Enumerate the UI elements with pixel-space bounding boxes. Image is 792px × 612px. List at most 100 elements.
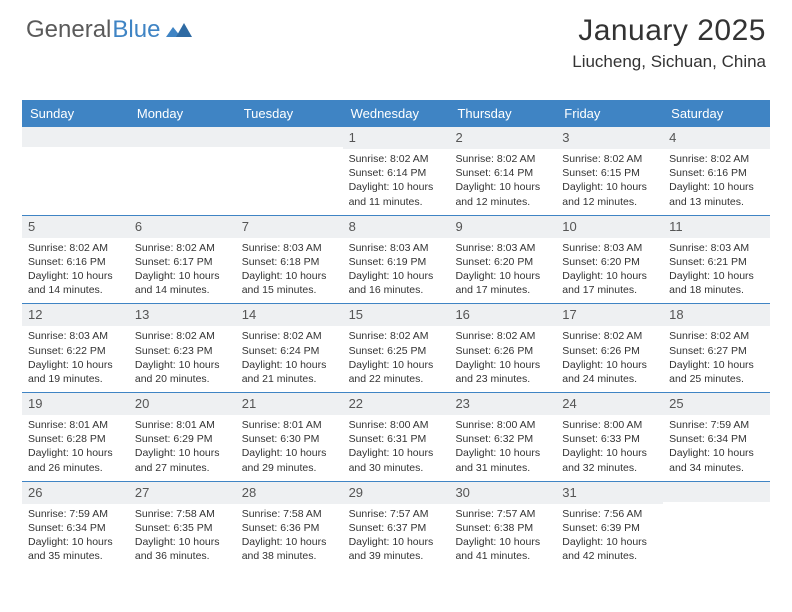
day-cell: 1Sunrise: 8:02 AMSunset: 6:14 PMDaylight… (343, 127, 450, 215)
day-cell-body: Sunrise: 7:59 AMSunset: 6:34 PMDaylight:… (663, 415, 770, 481)
day-info-line: Sunrise: 8:00 AM (455, 418, 550, 432)
daynum-row: 29 (343, 482, 450, 504)
location-subtitle: Liucheng, Sichuan, China (572, 52, 766, 72)
day-cell-body: Sunrise: 8:02 AMSunset: 6:17 PMDaylight:… (129, 238, 236, 304)
day-info-line: Sunrise: 7:58 AM (242, 507, 337, 521)
day-cell: 2 Sunrise: 8:02 AMSunset: 6:14 PMDaylight… (449, 127, 556, 215)
day-number: 12 (28, 307, 42, 322)
day-info-line: Daylight: 10 hours and 22 minutes. (349, 358, 444, 386)
day-info-line: Daylight: 10 hours and 42 minutes. (562, 535, 657, 563)
day-info-line: Sunset: 6:29 PM (135, 432, 230, 446)
day-cell-body (129, 147, 236, 156)
day-info-line: Sunset: 6:23 PM (135, 344, 230, 358)
day-number: 21 (242, 396, 256, 411)
day-info-line: Daylight: 10 hours and 20 minutes. (135, 358, 230, 386)
day-info-line: Sunset: 6:35 PM (135, 521, 230, 535)
day-info-line: Sunset: 6:28 PM (28, 432, 123, 446)
day-info-line: Daylight: 10 hours and 26 minutes. (28, 446, 123, 474)
day-number: 10 (562, 219, 576, 234)
daynum-row: 8 (343, 216, 450, 238)
day-info-line: Sunset: 6:30 PM (242, 432, 337, 446)
day-cell-body: Sunrise: 8:00 AMSunset: 6:33 PMDaylight:… (556, 415, 663, 481)
daynum-row: 18 (663, 304, 770, 326)
daynum-row: 15 (343, 304, 450, 326)
day-info-line: Sunset: 6:27 PM (669, 344, 764, 358)
day-info-line: Daylight: 10 hours and 34 minutes. (669, 446, 764, 474)
day-cell: 11Sunrise: 8:03 AMSunset: 6:21 PMDayligh… (663, 216, 770, 304)
day-info-line: Sunset: 6:34 PM (669, 432, 764, 446)
day-cell: 15Sunrise: 8:02 AMSunset: 6:25 PMDayligh… (343, 304, 450, 392)
calendar: SundayMondayTuesdayWednesdayThursdayFrid… (22, 100, 770, 569)
day-info-line: Daylight: 10 hours and 12 minutes. (455, 180, 550, 208)
day-info-line: Sunset: 6:31 PM (349, 432, 444, 446)
day-info-line: Daylight: 10 hours and 19 minutes. (28, 358, 123, 386)
day-info-line: Daylight: 10 hours and 11 minutes. (349, 180, 444, 208)
day-info-line: Sunrise: 8:02 AM (669, 329, 764, 343)
day-number: 26 (28, 485, 42, 500)
day-info-line: Sunset: 6:20 PM (455, 255, 550, 269)
day-info-line: Daylight: 10 hours and 30 minutes. (349, 446, 444, 474)
day-number: 15 (349, 307, 363, 322)
week-row: 1Sunrise: 8:02 AMSunset: 6:14 PMDaylight… (22, 127, 770, 215)
day-info-line: Daylight: 10 hours and 24 minutes. (562, 358, 657, 386)
dayname-cell: Wednesday (343, 100, 450, 127)
day-info-line: Daylight: 10 hours and 16 minutes. (349, 269, 444, 297)
day-info-line: Daylight: 10 hours and 17 minutes. (562, 269, 657, 297)
day-info-line: Sunrise: 8:02 AM (455, 152, 550, 166)
day-number: 20 (135, 396, 149, 411)
daynum-row: 17 (556, 304, 663, 326)
day-info-line: Sunset: 6:14 PM (455, 166, 550, 180)
day-cell: 31Sunrise: 7:56 AMSunset: 6:39 PMDayligh… (556, 482, 663, 570)
day-cell-body: Sunrise: 8:02 AMSunset: 6:23 PMDaylight:… (129, 326, 236, 392)
day-number: 6 (135, 219, 142, 234)
day-info-line: Sunrise: 8:02 AM (28, 241, 123, 255)
day-info-line: Sunrise: 8:02 AM (562, 152, 657, 166)
day-number: 17 (562, 307, 576, 322)
day-cell-body: Sunrise: 8:00 AMSunset: 6:32 PMDaylight:… (449, 415, 556, 481)
day-info-line: Sunset: 6:33 PM (562, 432, 657, 446)
day-info-line: Sunrise: 8:01 AM (242, 418, 337, 432)
day-info-line: Daylight: 10 hours and 21 minutes. (242, 358, 337, 386)
day-cell-body: Sunrise: 8:03 AMSunset: 6:22 PMDaylight:… (22, 326, 129, 392)
day-info-line: Sunset: 6:26 PM (455, 344, 550, 358)
day-cell-body: Sunrise: 8:03 AMSunset: 6:18 PMDaylight:… (236, 238, 343, 304)
day-cell-body: Sunrise: 8:02 AMSunset: 6:15 PMDaylight:… (556, 149, 663, 215)
day-cell-body: Sunrise: 8:01 AMSunset: 6:29 PMDaylight:… (129, 415, 236, 481)
day-number: 27 (135, 485, 149, 500)
day-info-line: Sunrise: 8:00 AM (562, 418, 657, 432)
day-info-line: Sunrise: 8:01 AM (28, 418, 123, 432)
day-info-line: Sunset: 6:38 PM (455, 521, 550, 535)
day-info-line: Sunrise: 7:57 AM (455, 507, 550, 521)
daynum-row: 13 (129, 304, 236, 326)
day-number: 5 (28, 219, 35, 234)
day-cell-body (22, 147, 129, 156)
day-cell: 8Sunrise: 8:03 AMSunset: 6:19 PMDaylight… (343, 216, 450, 304)
day-info-line: Sunrise: 8:02 AM (455, 329, 550, 343)
daynum-row (236, 127, 343, 147)
day-number: 19 (28, 396, 42, 411)
dayname-cell: Saturday (663, 100, 770, 127)
daynum-row (129, 127, 236, 147)
day-cell: 17Sunrise: 8:02 AMSunset: 6:26 PMDayligh… (556, 304, 663, 392)
day-cell (663, 482, 770, 570)
day-number: 29 (349, 485, 363, 500)
day-info-line: Daylight: 10 hours and 13 minutes. (669, 180, 764, 208)
day-cell-body: Sunrise: 7:58 AMSunset: 6:35 PMDaylight:… (129, 504, 236, 570)
day-number: 2 (455, 130, 462, 145)
daynum-row: 21 (236, 393, 343, 415)
logo-word-2: Blue (112, 16, 160, 44)
day-cell-body: Sunrise: 8:02 AMSunset: 6:16 PMDaylight:… (663, 149, 770, 215)
day-cell: 10Sunrise: 8:03 AMSunset: 6:20 PMDayligh… (556, 216, 663, 304)
day-info-line: Sunrise: 8:03 AM (455, 241, 550, 255)
week-row: 26Sunrise: 7:59 AMSunset: 6:34 PMDayligh… (22, 481, 770, 570)
day-cell-body: Sunrise: 8:02 AMSunset: 6:26 PMDaylight:… (449, 326, 556, 392)
day-number: 16 (455, 307, 469, 322)
day-info-line: Sunset: 6:16 PM (28, 255, 123, 269)
daynum-row: 10 (556, 216, 663, 238)
day-cell: 23Sunrise: 8:00 AMSunset: 6:32 PMDayligh… (449, 393, 556, 481)
day-info-line: Daylight: 10 hours and 14 minutes. (135, 269, 230, 297)
day-cell: 6 Sunrise: 8:02 AMSunset: 6:17 PMDaylight… (129, 216, 236, 304)
day-info-line: Sunset: 6:26 PM (562, 344, 657, 358)
day-cell-body: Sunrise: 7:57 AMSunset: 6:37 PMDaylight:… (343, 504, 450, 570)
day-number: 30 (455, 485, 469, 500)
